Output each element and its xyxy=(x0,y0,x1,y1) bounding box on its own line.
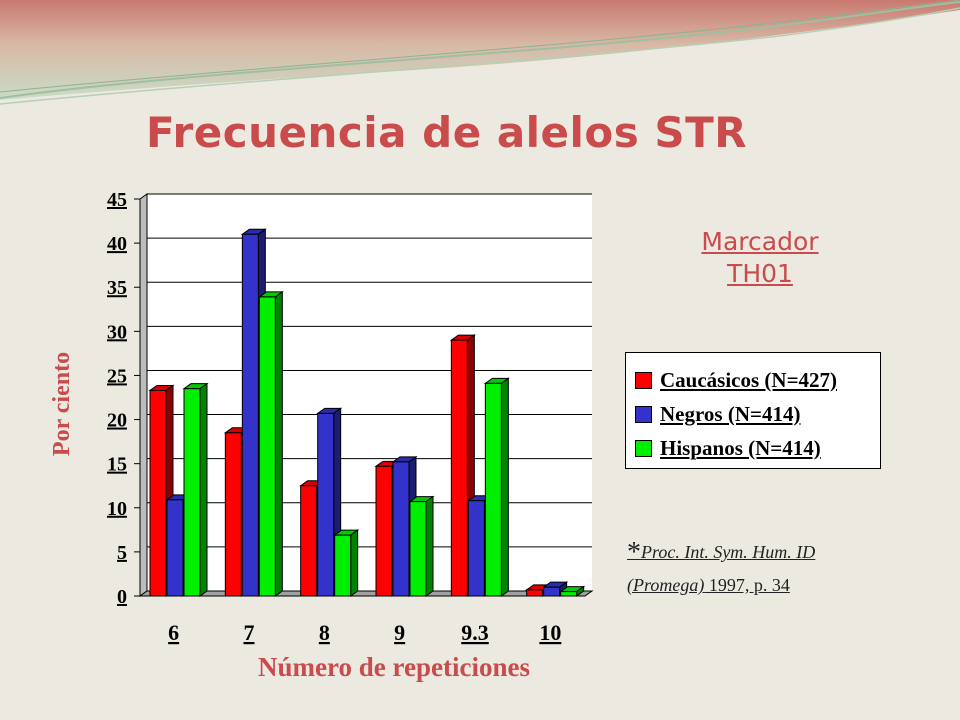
y-tick-label: 20 xyxy=(107,410,127,432)
bar-front xyxy=(317,412,335,597)
bar xyxy=(449,334,476,597)
bar-front xyxy=(375,465,393,597)
bar-front xyxy=(467,500,485,597)
plot-floor xyxy=(138,590,594,597)
y-tick-label: 35 xyxy=(107,277,127,299)
y-axis-title: Por ciento xyxy=(49,352,75,456)
legend-swatch xyxy=(635,371,652,389)
bar-side xyxy=(274,290,283,597)
bar-front xyxy=(450,339,468,597)
bar-front xyxy=(241,233,259,597)
title-banner xyxy=(0,0,960,105)
legend-label: Negros (N=414) xyxy=(660,401,801,426)
y-tick-label: 25 xyxy=(107,365,127,387)
bar-front xyxy=(300,485,318,597)
bar xyxy=(559,585,586,597)
source-publisher: (Promega) xyxy=(627,575,705,595)
bar-side xyxy=(199,382,208,597)
legend-label: Caucásicos (N=427) xyxy=(660,367,838,392)
x-tick-label: 9.3 xyxy=(461,620,489,645)
legend-swatch xyxy=(635,405,652,423)
x-tick-label: 6 xyxy=(168,620,179,645)
plot-left-wall xyxy=(139,193,148,597)
source-citation: *Proc. Int. Sym. Hum. ID (Promega) 1997,… xyxy=(627,536,927,601)
marker-label: Marcador TH01 xyxy=(640,226,880,290)
bar xyxy=(483,377,510,597)
bar-front xyxy=(183,388,201,597)
bar-front xyxy=(526,589,544,597)
source-line-1: Proc. Int. Sym. Hum. ID xyxy=(641,542,816,562)
y-tick-label: 45 xyxy=(107,189,127,211)
plot-area xyxy=(147,194,592,591)
y-tick-label: 10 xyxy=(107,498,127,520)
y-tick-label: 15 xyxy=(107,454,127,476)
legend-swatch xyxy=(635,439,652,457)
chart-legend: Caucásicos (N=427) Negros (N=414) Hispanos… xyxy=(625,352,881,469)
bar-front xyxy=(166,499,184,597)
bar-front xyxy=(543,586,561,597)
bar-side xyxy=(425,495,434,597)
source-asterisk: * xyxy=(627,537,641,568)
bar xyxy=(333,529,360,597)
x-tick-label: 9 xyxy=(394,620,405,645)
bar-front xyxy=(149,389,167,597)
bar-front xyxy=(484,382,502,597)
legend-item: Caucásicos (N=427) xyxy=(626,363,880,397)
bar-front xyxy=(334,534,352,597)
y-tick-label: 30 xyxy=(107,321,127,343)
x-tick-label: 8 xyxy=(319,620,330,645)
y-tick-label: 0 xyxy=(117,586,127,608)
bar-front xyxy=(258,296,276,597)
slide-title: Frecuencia de alelos STR xyxy=(146,108,748,157)
bar-front xyxy=(224,432,242,597)
marker-line-1: Marcador xyxy=(701,227,819,256)
legend-label: Hispanos (N=414) xyxy=(660,435,821,460)
bar-front xyxy=(392,461,410,597)
bar-front xyxy=(409,501,427,597)
y-tick-label: 40 xyxy=(107,233,127,255)
source-year-page: 1997, p. 34 xyxy=(704,575,790,595)
y-tick-label: 5 xyxy=(117,542,127,564)
x-tick-label: 10 xyxy=(539,620,561,645)
bar-side xyxy=(350,529,359,597)
legend-item: Negros (N=414) xyxy=(626,397,880,431)
bar xyxy=(182,382,209,597)
marker-line-2: TH01 xyxy=(727,259,793,288)
x-axis-title: Número de repeticiones xyxy=(258,652,530,682)
bar-front xyxy=(560,591,578,597)
bar xyxy=(408,495,435,597)
bar xyxy=(257,290,284,597)
bar xyxy=(542,581,569,597)
legend-item: Hispanos (N=414) xyxy=(626,431,880,465)
x-tick-label: 7 xyxy=(244,620,255,645)
bar-side xyxy=(500,377,509,597)
